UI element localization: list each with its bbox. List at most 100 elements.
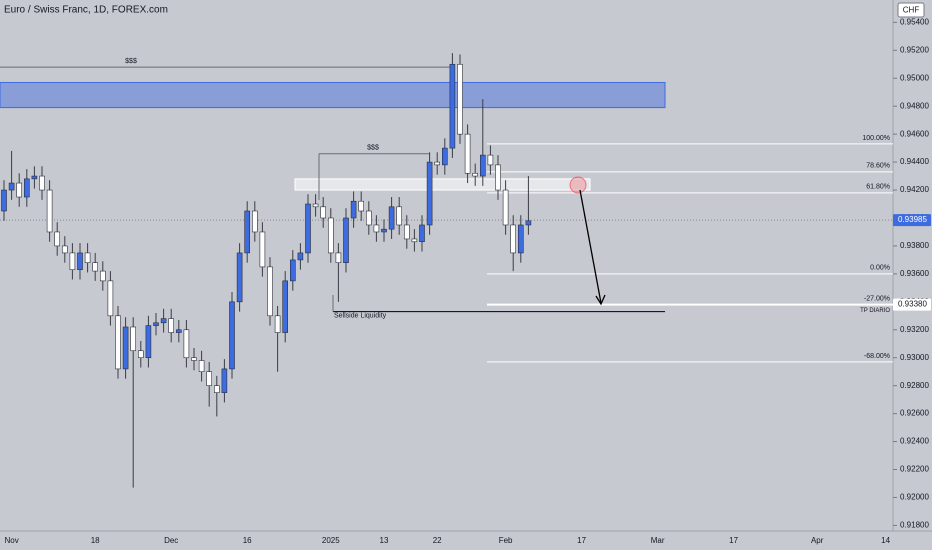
candle-body	[115, 315, 121, 370]
candle-body	[335, 252, 342, 264]
candle-body	[100, 270, 106, 282]
x-tick-label: 17	[729, 536, 738, 545]
candle-body	[457, 63, 463, 135]
fib-label: 78.60%	[866, 163, 890, 170]
y-tick-label: 0.94600	[900, 129, 929, 138]
candle-body	[198, 360, 205, 373]
y-tick-label: 0.93200	[900, 325, 929, 334]
currency-box	[897, 2, 925, 18]
supply-zone	[0, 81, 666, 109]
y-tick-label: 0.94400	[900, 157, 929, 166]
candle-body	[396, 206, 403, 226]
x-tick-label: Nov	[4, 536, 18, 545]
entry-zone	[294, 178, 591, 191]
fib-label: 100.00%	[862, 135, 890, 142]
chart-title: Euro / Swiss Franc, 1D, FOREX.com	[4, 5, 168, 16]
candle-body	[411, 238, 418, 243]
candle-body	[244, 210, 250, 254]
fib-label: -68.00%	[864, 353, 890, 360]
candle-body	[365, 210, 372, 226]
candle-body	[289, 259, 296, 282]
arrow-shaft	[579, 189, 602, 304]
candle-body	[23, 178, 30, 198]
currency: CHF	[903, 6, 920, 15]
x-tick-label: Apr	[811, 536, 824, 545]
candle-body	[206, 371, 212, 386]
y-tick-label: 0.95400	[900, 17, 929, 26]
candle-body	[525, 220, 532, 226]
candle-body	[107, 280, 114, 317]
y-tick-label: 0.91800	[900, 521, 929, 530]
x-tick-label: Dec	[164, 536, 178, 545]
candle-body	[8, 182, 15, 191]
candle-body	[259, 231, 266, 268]
y-tick-label: 0.93600	[900, 269, 929, 278]
last-price-tag-box	[893, 214, 931, 227]
x-tick-label: 13	[380, 536, 389, 545]
candle-body	[229, 301, 235, 370]
candle-body	[472, 172, 479, 177]
x-tick-label: Mar	[651, 536, 665, 545]
candle-body	[434, 161, 441, 166]
candle-body	[138, 350, 144, 359]
y-tick-label: 0.92200	[900, 465, 929, 474]
candle-body	[69, 252, 76, 270]
candle-body	[54, 231, 61, 247]
candle-body	[221, 368, 228, 393]
entry-marker	[569, 176, 587, 194]
candle-body	[327, 217, 334, 254]
x-tick-label: 18	[91, 536, 100, 545]
candle-body	[449, 63, 456, 149]
y-tick-label: 0.94200	[900, 185, 929, 194]
y-tick-label: 0.95000	[900, 73, 929, 82]
candle-body	[183, 329, 190, 359]
candle-body	[502, 189, 509, 226]
plot: $$$ $$$ Sellside Liquidity 100.00% 78.60% 61.…	[0, 53, 893, 488]
candle-body	[320, 206, 327, 219]
x-tick-label: 2025	[322, 536, 340, 545]
fib-label: 0.00%	[870, 265, 890, 272]
candle-body	[479, 154, 486, 177]
x-tick-label: 16	[243, 536, 252, 545]
candle-body	[252, 210, 258, 233]
candle-body	[153, 322, 159, 326]
tp-label: TP DIARIO	[860, 308, 890, 314]
candle-body	[350, 200, 357, 219]
candle-body	[46, 189, 53, 233]
candle-body	[441, 147, 448, 166]
candle-body	[343, 217, 349, 264]
candle-body	[16, 182, 23, 198]
y-tick-label: 0.93800	[900, 241, 929, 250]
x-tick-label: 17	[577, 536, 586, 545]
candle-body	[373, 224, 380, 233]
candle-body	[39, 175, 45, 191]
x-tick-label: 14	[881, 536, 890, 545]
candle-body	[77, 252, 83, 270]
candle-body	[495, 164, 501, 191]
candle-body	[31, 175, 38, 180]
candle-body	[510, 224, 517, 254]
candle-body	[191, 357, 197, 361]
fib-label: -27.00%	[864, 295, 890, 302]
x-tick-label: 22	[433, 536, 442, 545]
last-price-tag: 0.93985	[898, 215, 927, 224]
candle-body	[381, 228, 387, 233]
candle-body	[176, 329, 182, 333]
candle-body	[214, 385, 220, 393]
y-tick-label: 0.92400	[900, 437, 929, 446]
candle-body	[487, 154, 494, 166]
candle-body	[419, 224, 425, 243]
candle-body	[312, 203, 319, 208]
candle-body	[122, 326, 129, 370]
tp-price-tag-box	[893, 298, 931, 311]
candle-body	[61, 245, 68, 254]
sellside-label: Sellside Liquidity	[334, 312, 387, 319]
candle-body	[130, 326, 136, 352]
tp-price-tag: 0.93380	[898, 300, 927, 309]
fib-label: 61.80%	[866, 184, 890, 191]
candle-body	[426, 161, 433, 226]
candle-body	[464, 133, 471, 174]
candle-body	[84, 252, 91, 264]
y-tick-label: 0.94800	[900, 101, 929, 110]
